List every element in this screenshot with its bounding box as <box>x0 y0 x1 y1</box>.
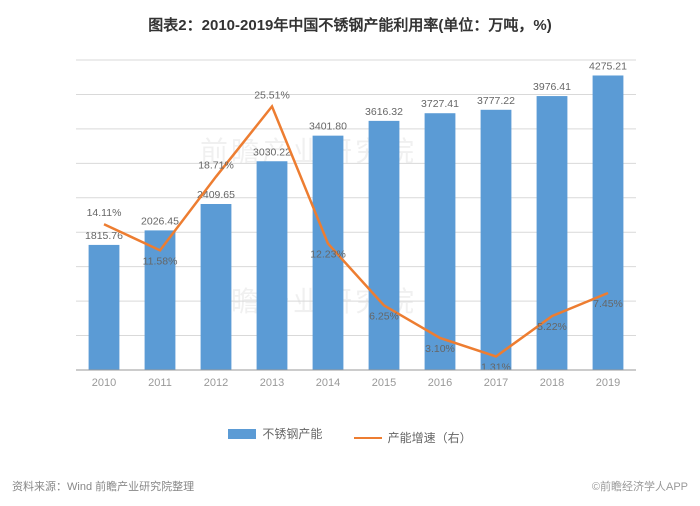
svg-text:2026.45: 2026.45 <box>141 215 179 227</box>
svg-text:3976.41: 3976.41 <box>533 81 571 93</box>
legend: 不锈钢产能 产能增速（右） <box>0 425 700 446</box>
svg-text:1.31%: 1.31% <box>481 361 511 373</box>
svg-text:2019: 2019 <box>596 377 620 389</box>
svg-text:25.51%: 25.51% <box>254 89 290 101</box>
legend-line: 产能增速（右） <box>354 429 472 446</box>
svg-text:3727.41: 3727.41 <box>421 98 459 110</box>
source-text: 资料来源：Wind 前瞻产业研究院整理 <box>12 478 194 494</box>
chart-title: 图表2：2010-2019年中国不锈钢产能利用率(单位：万吨，%) <box>0 14 700 35</box>
svg-text:2012: 2012 <box>204 377 228 389</box>
line-swatch <box>354 437 382 439</box>
legend-bar-label: 不锈钢产能 <box>262 425 322 442</box>
svg-text:2016: 2016 <box>428 377 452 389</box>
svg-text:7.45%: 7.45% <box>593 298 623 310</box>
svg-text:3.10%: 3.10% <box>425 343 455 355</box>
svg-text:2010: 2010 <box>92 377 116 389</box>
legend-line-label: 产能增速（右） <box>388 429 472 446</box>
svg-text:2015: 2015 <box>372 377 396 389</box>
svg-text:2013: 2013 <box>260 377 284 389</box>
svg-text:3030.22: 3030.22 <box>253 146 291 158</box>
svg-text:14.11%: 14.11% <box>87 207 122 219</box>
svg-text:12.23%: 12.23% <box>310 249 346 261</box>
plot-area: 0.00500.001000.001500.002000.002500.0030… <box>76 50 636 390</box>
legend-bar: 不锈钢产能 <box>228 425 322 442</box>
svg-text:2011: 2011 <box>148 377 172 389</box>
svg-text:3401.80: 3401.80 <box>309 121 347 133</box>
svg-text:2018: 2018 <box>540 377 564 389</box>
svg-text:4275.21: 4275.21 <box>589 60 627 72</box>
svg-text:2014: 2014 <box>316 377 340 389</box>
chart-container: 图表2：2010-2019年中国不锈钢产能利用率(单位：万吨，%) 前瞻产业研究… <box>0 0 700 506</box>
watermark-right: ©前瞻经济学人APP <box>592 478 688 494</box>
svg-text:3616.32: 3616.32 <box>365 106 403 118</box>
svg-text:18.71%: 18.71% <box>198 160 234 172</box>
bar-swatch <box>228 429 256 439</box>
svg-text:5.22%: 5.22% <box>537 321 567 333</box>
svg-text:3777.22: 3777.22 <box>477 95 515 107</box>
svg-text:11.58%: 11.58% <box>143 255 178 267</box>
svg-text:2017: 2017 <box>484 377 508 389</box>
svg-text:6.25%: 6.25% <box>369 310 399 322</box>
